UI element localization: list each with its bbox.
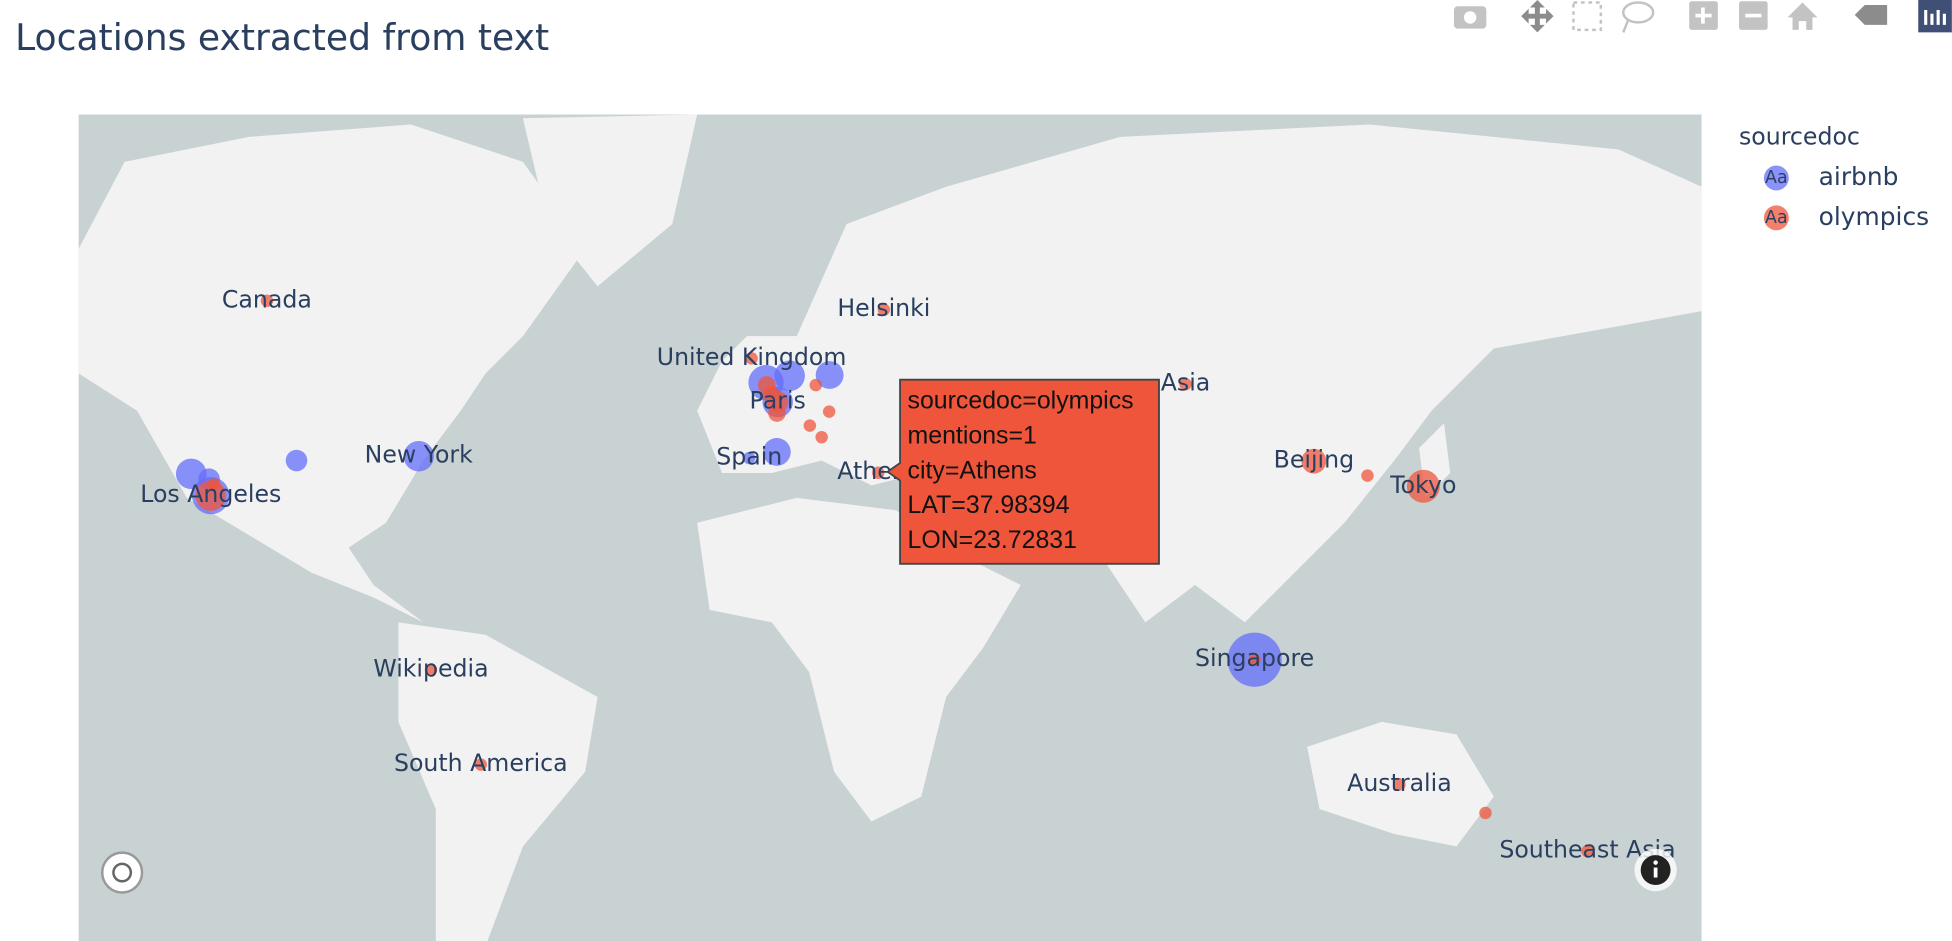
markers	[175, 294, 1594, 858]
marker	[1393, 778, 1406, 791]
map-label: Australia	[1347, 769, 1452, 797]
legend-label: olympics	[1819, 202, 1929, 231]
hover-button[interactable]	[1854, 4, 1888, 25]
tooltip-line: LAT=37.98394	[908, 491, 1070, 519]
tooltip-line: LON=23.72831	[908, 526, 1077, 554]
map-label: Wikipedia	[373, 654, 488, 682]
zoom-out-button[interactable]	[1739, 1, 1768, 30]
marker	[762, 438, 791, 466]
map-label: Paris	[750, 387, 806, 415]
modebar	[1453, 0, 1952, 33]
map-label: Singapore	[1195, 644, 1314, 672]
tooltip-line: sourcedoc=olympics	[908, 387, 1134, 415]
map-label: Beijing	[1274, 446, 1354, 474]
marker	[815, 430, 828, 444]
marker	[285, 449, 308, 472]
map-labels: Los Angeles New York Spain Singapore Canada W…	[140, 285, 1675, 863]
marker	[260, 294, 274, 308]
marker	[1179, 377, 1192, 391]
marker	[745, 352, 758, 365]
legend-title: sourcedoc	[1739, 123, 1860, 151]
tooltip-line: mentions=1	[908, 421, 1037, 449]
tooltip: sourcedoc=olympics mentions=1 city=Athen…	[885, 378, 1160, 565]
marker	[774, 360, 805, 392]
map-label: Spain	[716, 443, 782, 471]
marker	[474, 758, 488, 771]
map-label: United Kingdom	[657, 343, 847, 371]
map-label: Tokyo	[1389, 471, 1456, 499]
map[interactable]: Los Angeles New York Spain Singapore Canada W…	[78, 114, 1702, 941]
marker	[743, 451, 756, 465]
lasso-button[interactable]	[1622, 1, 1655, 33]
legend-item[interactable]: Aa airbnb	[1763, 162, 1899, 191]
marker	[815, 361, 844, 389]
map-label: New York	[365, 441, 473, 469]
attribution-button[interactable]	[1634, 848, 1677, 892]
camera-button[interactable]	[1453, 6, 1487, 29]
marker	[1479, 806, 1492, 820]
marker	[762, 385, 781, 404]
legend-symbol-text: Aa	[1765, 208, 1788, 228]
box-select-button[interactable]	[1572, 1, 1603, 32]
legend-symbol-text: Aa	[1765, 168, 1788, 188]
marker	[809, 378, 822, 392]
map-label: South America	[394, 749, 568, 777]
legend-swatch	[1763, 165, 1789, 191]
legend-swatch	[1763, 205, 1789, 231]
marker	[1406, 469, 1440, 503]
legend: sourcedoc Aa airbnb Aa olympics	[1739, 123, 1929, 231]
marker	[424, 663, 438, 677]
marker	[403, 440, 434, 472]
marker	[877, 303, 891, 316]
zoom-in-button[interactable]	[1689, 1, 1718, 30]
legend-label: airbnb	[1819, 162, 1899, 191]
marker	[803, 419, 817, 432]
plotly-logo[interactable]	[1918, 0, 1952, 33]
marker	[1301, 448, 1327, 474]
legend-item[interactable]: Aa olympics	[1763, 202, 1929, 231]
marker	[1361, 469, 1374, 482]
marker	[822, 405, 836, 418]
marker	[1581, 844, 1594, 858]
map-label: Los Angeles	[140, 480, 281, 508]
chart-title: Locations extracted from text	[15, 17, 549, 59]
tooltip-line: city=Athens	[908, 456, 1037, 484]
marker	[768, 404, 786, 422]
map-label: Asia	[1161, 369, 1211, 397]
marker	[1248, 653, 1261, 666]
map-label: Canada	[222, 285, 312, 313]
pan-button[interactable]	[1521, 0, 1554, 33]
marker	[871, 466, 885, 479]
marker	[208, 478, 221, 491]
reset-button[interactable]	[1787, 2, 1818, 30]
mapbox-logo[interactable]	[100, 851, 144, 894]
map-label: Helsinki	[837, 294, 930, 322]
